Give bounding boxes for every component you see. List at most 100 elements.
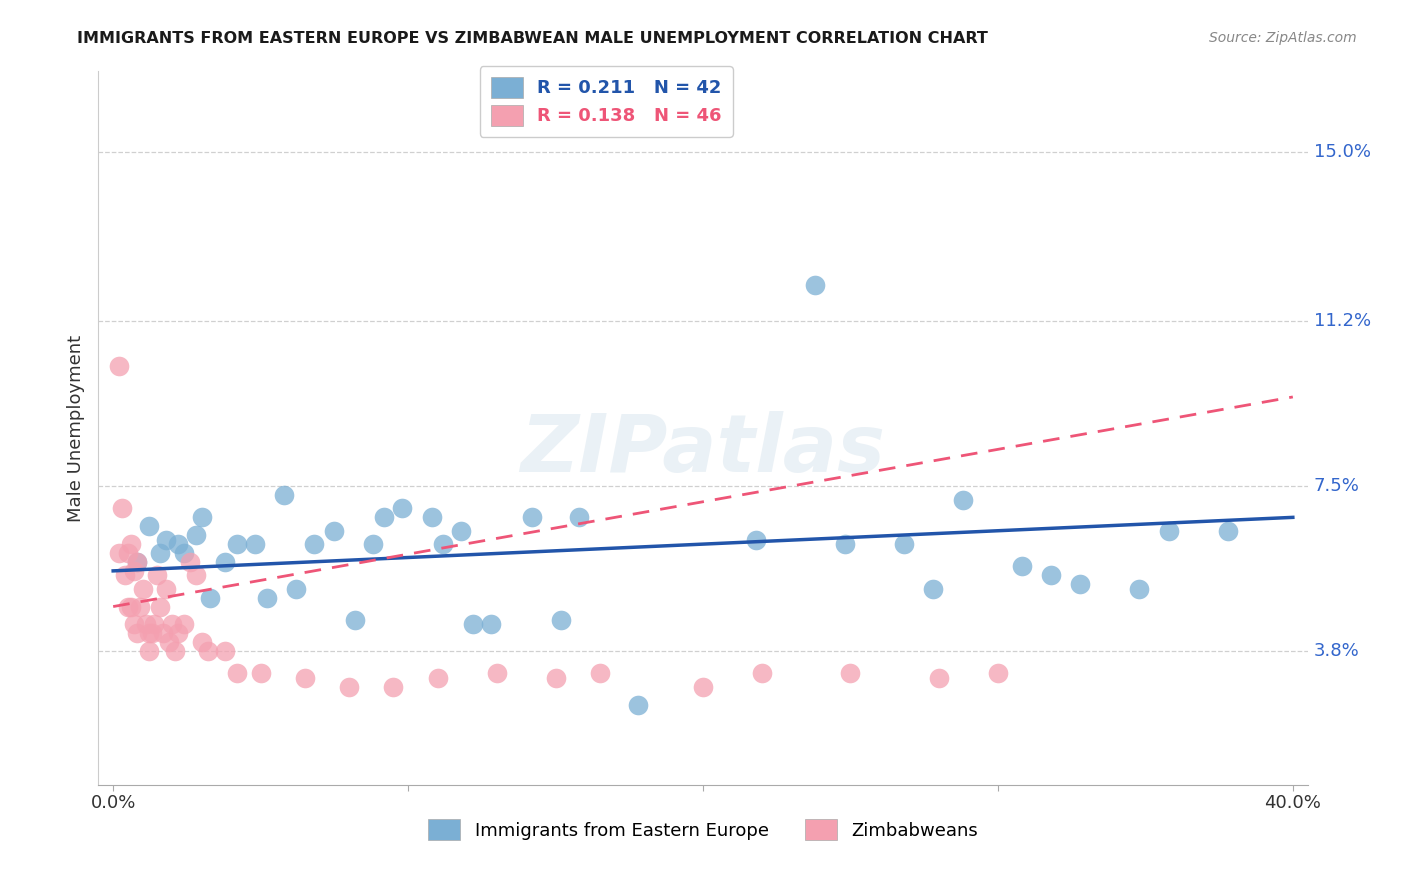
Point bbox=[138, 644, 160, 658]
Point bbox=[122, 617, 145, 632]
Point bbox=[214, 644, 236, 658]
Point bbox=[391, 501, 413, 516]
Point bbox=[131, 582, 153, 596]
Point bbox=[285, 582, 308, 596]
Point bbox=[167, 537, 190, 551]
Point bbox=[149, 546, 172, 560]
Point bbox=[125, 626, 148, 640]
Point bbox=[149, 599, 172, 614]
Legend: Immigrants from Eastern Europe, Zimbabweans: Immigrants from Eastern Europe, Zimbabwe… bbox=[420, 812, 986, 847]
Point bbox=[190, 635, 212, 649]
Point bbox=[197, 644, 219, 658]
Text: 15.0%: 15.0% bbox=[1313, 143, 1371, 161]
Point bbox=[184, 568, 207, 582]
Point bbox=[173, 617, 195, 632]
Point bbox=[692, 680, 714, 694]
Point bbox=[138, 519, 160, 533]
Point bbox=[1157, 524, 1180, 538]
Point bbox=[520, 510, 543, 524]
Point bbox=[1128, 582, 1150, 596]
Point bbox=[343, 613, 366, 627]
Point bbox=[135, 617, 157, 632]
Text: IMMIGRANTS FROM EASTERN EUROPE VS ZIMBABWEAN MALE UNEMPLOYMENT CORRELATION CHART: IMMIGRANTS FROM EASTERN EUROPE VS ZIMBAB… bbox=[77, 31, 988, 46]
Text: 3.8%: 3.8% bbox=[1313, 642, 1360, 660]
Point bbox=[125, 555, 148, 569]
Point bbox=[373, 510, 395, 524]
Point bbox=[745, 533, 768, 547]
Point bbox=[143, 617, 166, 632]
Point bbox=[461, 617, 484, 632]
Point bbox=[117, 546, 139, 560]
Point bbox=[893, 537, 915, 551]
Point bbox=[128, 599, 150, 614]
Point bbox=[1011, 559, 1033, 574]
Point bbox=[200, 591, 222, 605]
Point bbox=[1040, 568, 1063, 582]
Point bbox=[146, 568, 169, 582]
Point bbox=[114, 568, 136, 582]
Point bbox=[382, 680, 405, 694]
Text: ZIPatlas: ZIPatlas bbox=[520, 410, 886, 489]
Point bbox=[450, 524, 472, 538]
Point bbox=[485, 666, 508, 681]
Point bbox=[432, 537, 454, 551]
Point bbox=[179, 555, 201, 569]
Point bbox=[544, 671, 567, 685]
Point bbox=[108, 359, 131, 373]
Y-axis label: Male Unemployment: Male Unemployment bbox=[66, 334, 84, 522]
Point bbox=[190, 510, 212, 524]
Point bbox=[155, 582, 177, 596]
Point bbox=[141, 626, 163, 640]
Text: 0.0%: 0.0% bbox=[90, 794, 136, 812]
Point bbox=[568, 510, 591, 524]
Point bbox=[155, 533, 177, 547]
Point bbox=[928, 671, 950, 685]
Point bbox=[751, 666, 773, 681]
Point bbox=[426, 671, 449, 685]
Point bbox=[167, 626, 190, 640]
Point bbox=[952, 492, 974, 507]
Point bbox=[834, 537, 856, 551]
Point bbox=[226, 666, 249, 681]
Point bbox=[627, 698, 650, 712]
Point bbox=[184, 528, 207, 542]
Point bbox=[214, 555, 236, 569]
Point bbox=[173, 546, 195, 560]
Point bbox=[839, 666, 862, 681]
Point bbox=[157, 635, 180, 649]
Point bbox=[165, 644, 187, 658]
Point bbox=[337, 680, 360, 694]
Point bbox=[1216, 524, 1239, 538]
Text: 11.2%: 11.2% bbox=[1313, 312, 1371, 330]
Point bbox=[111, 501, 134, 516]
Point bbox=[1069, 577, 1091, 591]
Point bbox=[125, 555, 148, 569]
Point bbox=[987, 666, 1010, 681]
Text: 7.5%: 7.5% bbox=[1313, 477, 1360, 495]
Point bbox=[108, 546, 131, 560]
Point bbox=[420, 510, 443, 524]
Point bbox=[323, 524, 346, 538]
Point bbox=[922, 582, 945, 596]
Point bbox=[294, 671, 316, 685]
Point bbox=[117, 599, 139, 614]
Text: 40.0%: 40.0% bbox=[1264, 794, 1322, 812]
Point bbox=[361, 537, 384, 551]
Point bbox=[479, 617, 502, 632]
Point bbox=[120, 599, 142, 614]
Point bbox=[226, 537, 249, 551]
Point bbox=[138, 626, 160, 640]
Point bbox=[589, 666, 612, 681]
Point bbox=[243, 537, 266, 551]
Point bbox=[120, 537, 142, 551]
Point bbox=[550, 613, 572, 627]
Point bbox=[160, 617, 183, 632]
Point bbox=[152, 626, 174, 640]
Text: Source: ZipAtlas.com: Source: ZipAtlas.com bbox=[1209, 31, 1357, 45]
Point bbox=[273, 488, 295, 502]
Point bbox=[256, 591, 278, 605]
Point bbox=[122, 564, 145, 578]
Point bbox=[249, 666, 271, 681]
Point bbox=[804, 278, 827, 293]
Point bbox=[302, 537, 325, 551]
